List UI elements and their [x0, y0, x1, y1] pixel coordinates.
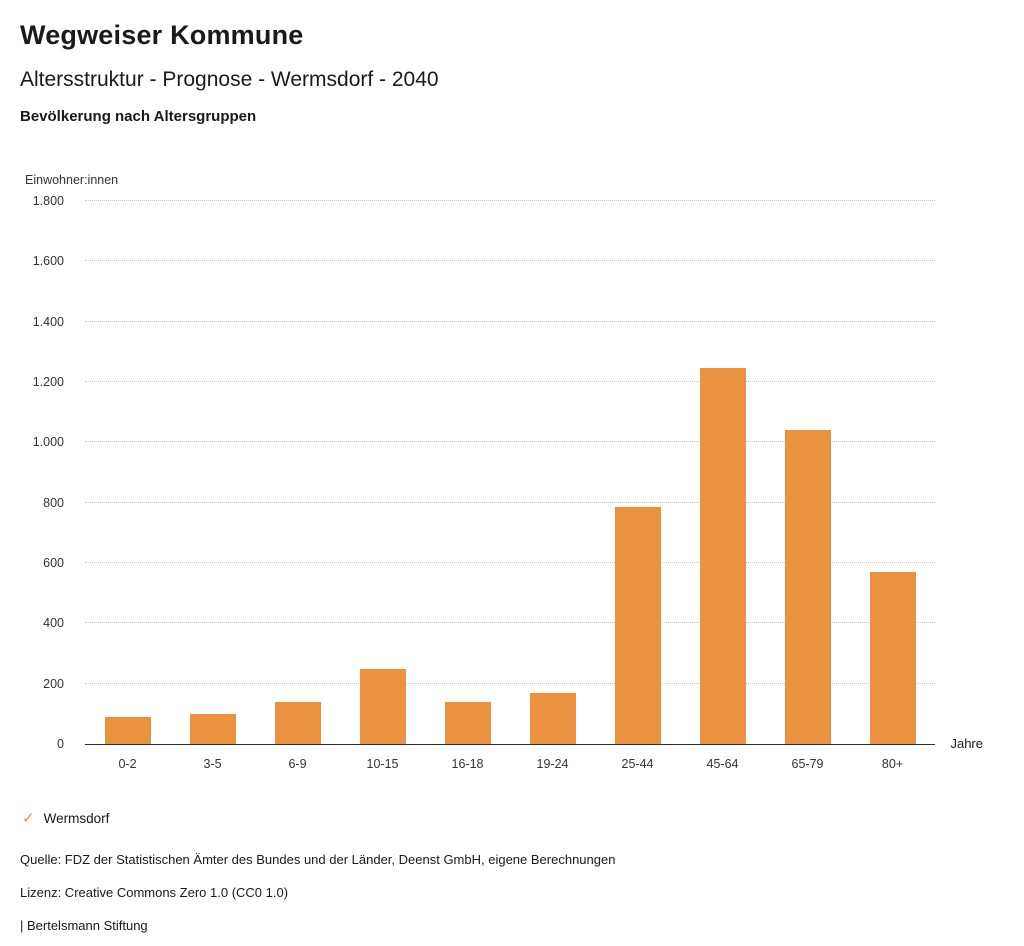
bar-25-44[interactable]: [614, 507, 661, 744]
y-tick-label: 1.200: [32, 375, 64, 389]
gridline: [85, 501, 935, 503]
gridline: [85, 200, 935, 201]
bar-65-79[interactable]: [784, 430, 831, 744]
y-axis-title: Einwohner:innen: [25, 173, 119, 187]
check-icon: ✓: [22, 810, 35, 827]
bar-slot: [850, 201, 935, 744]
y-tick-label: 200: [43, 676, 64, 691]
license-text: Lizenz: Creative Commons Zero 1.0 (CC0 1…: [20, 885, 289, 900]
y-tick-label: 800: [43, 495, 64, 510]
attribution-text: | Bertelsmann Stiftung: [20, 918, 148, 933]
x-tick-label: 6-9: [288, 757, 307, 771]
bar-slot: [595, 201, 680, 744]
legend-item-wermsdorf[interactable]: ✓ Wermsdorf: [22, 809, 109, 827]
bar-80+[interactable]: [869, 572, 916, 744]
x-axis-labels: 0-2 3-5 6-9 10-15 16-18 19-24 25-44 45-64 65-79 8…: [85, 757, 935, 771]
gridline: [85, 441, 935, 443]
bar-slot: [255, 201, 340, 744]
bar-45-64[interactable]: [699, 368, 746, 744]
plot-area: 0 200 400 600 800 1.000 1.200 1.400 1.600 1.800 J…: [33, 194, 983, 751]
bar-slot: [170, 201, 255, 744]
source-text: Quelle: FDZ der Statistischen Ämter des …: [20, 852, 616, 867]
y-tick-label: 1.600: [32, 254, 64, 269]
bar-slot: [340, 201, 425, 744]
x-tick-label: 0-2: [118, 757, 137, 771]
chart-subtitle: Bevölkerung nach Altersgruppen: [20, 108, 257, 125]
legend-label: Wermsdorf: [43, 810, 110, 826]
gridline: [85, 320, 935, 322]
y-tick-label: 1.800: [32, 194, 64, 208]
y-tick-label: 400: [43, 616, 64, 631]
x-tick-label: 3-5: [203, 757, 222, 771]
bar-16-18[interactable]: [444, 701, 491, 744]
bar-3-5[interactable]: [189, 713, 236, 744]
bar-slot: [85, 201, 170, 744]
x-tick-label: 65-79: [791, 757, 824, 771]
chart-heading: Altersstruktur - Prognose - Wermsdorf - …: [20, 68, 439, 91]
bar-slot: [425, 201, 510, 744]
bar-slot: [510, 201, 595, 744]
x-tick-label: 16-18: [451, 757, 484, 771]
gridline: [85, 682, 935, 684]
gridline: [85, 381, 935, 382]
gridline: [85, 562, 935, 563]
y-tick-label: 0: [57, 737, 64, 751]
y-tick-label: 1.000: [32, 435, 64, 450]
bar-19-24[interactable]: [529, 692, 576, 744]
gridline: [85, 622, 935, 624]
x-tick-label: 80+: [881, 757, 904, 771]
gridline: [85, 260, 935, 262]
x-tick-label: 45-64: [706, 757, 739, 771]
bar-6-9[interactable]: [274, 701, 321, 744]
bars: [85, 201, 935, 744]
x-tick-label: 10-15: [366, 757, 399, 771]
y-tick-label: 1.400: [32, 314, 64, 329]
bar-chart: 0 200 400 600 800 1.000 1.200 1.400 1.600 1.800 J…: [33, 194, 983, 771]
x-tick-label: 19-24: [536, 757, 569, 771]
bar-slot: [765, 201, 850, 744]
bar-slot: [680, 201, 765, 744]
app-title: Wegweiser Kommune: [20, 20, 304, 50]
bar-0-2[interactable]: [104, 716, 151, 744]
y-tick-label: 600: [43, 556, 64, 570]
footer: Quelle: FDZ der Statistischen Ämter des …: [20, 852, 1004, 933]
y-axis-labels: 0 200 400 600 800 1.000 1.200 1.400 1.600 1.800: [20, 194, 72, 751]
bar-10-15[interactable]: [359, 668, 406, 744]
x-tick-label: 25-44: [621, 757, 654, 771]
x-axis-title: Jahre: [950, 736, 983, 751]
